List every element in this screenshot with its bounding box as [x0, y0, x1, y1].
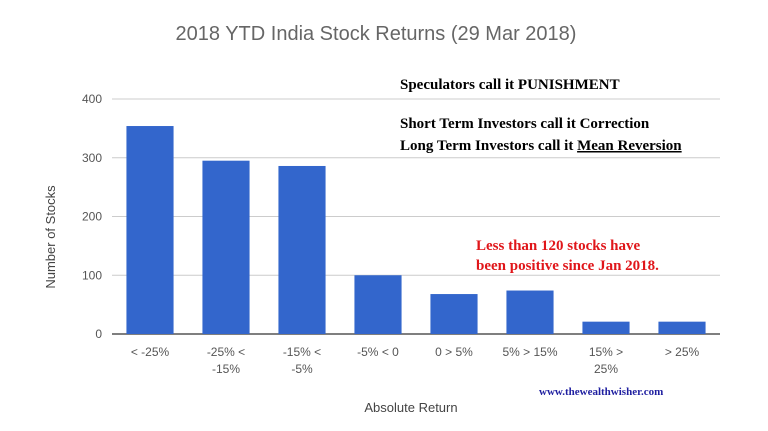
x-tick-label: 15% > 25% — [589, 345, 623, 376]
x-tick-label: 0 > 5% — [435, 345, 473, 359]
x-tick-label-line: 25% — [594, 362, 618, 376]
y-tick-label: 200 — [82, 210, 102, 224]
x-axis-title: Absolute Return — [364, 400, 457, 415]
x-tick-label-line: 0 > 5% — [435, 345, 473, 359]
annotation-speculators: Speculators call it PUNISHMENT — [400, 77, 620, 93]
x-tick-label-line: -25% < — [207, 345, 245, 359]
x-tick-label-line: < -25% — [131, 345, 170, 359]
x-tick-label-line: -5% < 0 — [357, 345, 399, 359]
x-tick-label: < -25% — [131, 345, 170, 359]
bar — [430, 294, 478, 334]
annotation-positive-line1: Less than 120 stocks have — [476, 238, 641, 254]
bar — [202, 160, 250, 334]
y-tick-label: 400 — [82, 92, 102, 106]
x-tick-label: -15% < -5% — [283, 345, 321, 376]
chart-title: 2018 YTD India Stock Returns (29 Mar 201… — [176, 23, 577, 45]
bars — [126, 126, 706, 335]
bar — [126, 126, 174, 335]
y-axis-title: Number of Stocks — [43, 185, 58, 289]
annotation-long-term: Long Term Investors call it Mean Reversi… — [400, 138, 682, 154]
bar — [582, 321, 630, 334]
x-tick-label: > 25% — [665, 345, 700, 359]
x-tick-label-line: 5% > 15% — [502, 345, 557, 359]
x-tick-label-line: -15% — [212, 362, 240, 376]
bar — [658, 321, 706, 334]
bar — [354, 275, 402, 334]
annotation-long-term-emphasis: Mean Reversion — [577, 138, 682, 154]
annotation-long-term-prefix: Long Term Investors call it — [400, 138, 577, 154]
bar — [278, 165, 326, 334]
y-axis-ticks: 0 100 200 300 400 — [82, 92, 102, 341]
bar — [506, 290, 554, 334]
y-tick-label: 300 — [82, 151, 102, 165]
x-axis-ticks: < -25% -25% < -15% -15% < -5% -5% < 0 0 > 5% 5%… — [131, 345, 700, 376]
y-tick-label: 0 — [95, 327, 102, 341]
annotation-short-term: Short Term Investors call it Correction — [400, 116, 650, 132]
y-tick-label: 100 — [82, 268, 102, 282]
x-tick-label-line: > 25% — [665, 345, 700, 359]
x-tick-label-line: 15% > — [589, 345, 623, 359]
x-tick-label: -5% < 0 — [357, 345, 399, 359]
x-tick-label-line: -15% < — [283, 345, 321, 359]
website-watermark: www.thewealthwisher.com — [539, 386, 663, 398]
x-tick-label: 5% > 15% — [502, 345, 557, 359]
x-tick-label: -25% < -15% — [207, 345, 245, 376]
x-tick-label-line: -5% — [291, 362, 313, 376]
annotation-positive-line2: been positive since Jan 2018. — [476, 258, 659, 274]
